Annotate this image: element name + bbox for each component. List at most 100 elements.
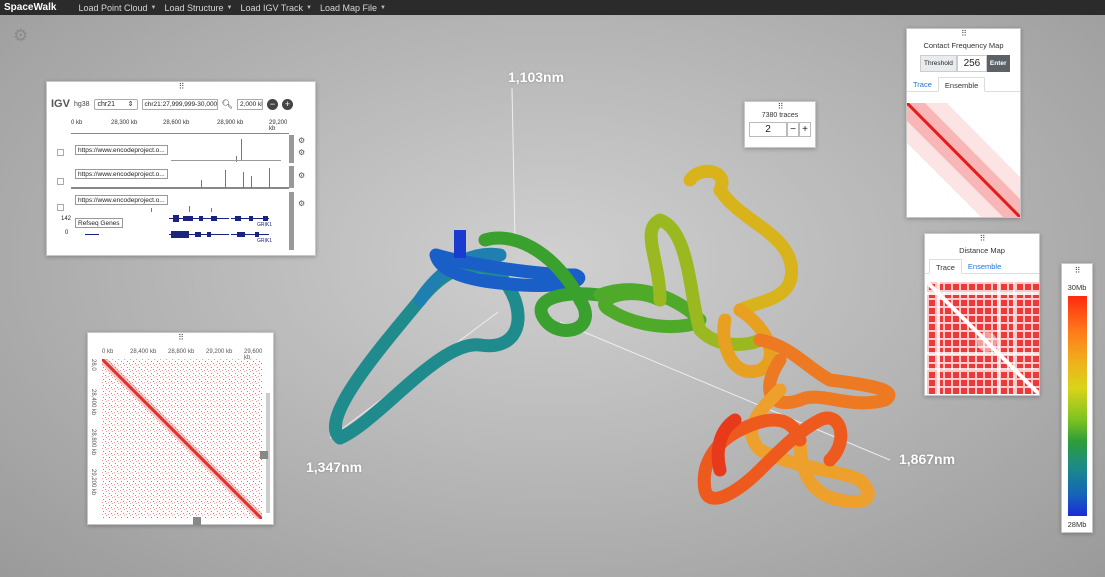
panel-title: Distance Map: [959, 246, 1005, 255]
track-checkbox[interactable]: [57, 204, 64, 211]
resize-handle-icon[interactable]: [193, 517, 201, 525]
color-gradient-bar: [1068, 296, 1087, 516]
enter-button[interactable]: Enter: [986, 55, 1010, 72]
row-number: 142: [61, 216, 72, 222]
distance-heatmap[interactable]: [927, 282, 1039, 394]
ruler-tick: 29,200 kb: [269, 120, 288, 132]
hic-heatmap[interactable]: [102, 359, 262, 519]
plus-circle-icon[interactable]: +: [281, 98, 293, 110]
x-tick: 29,200 kb: [206, 349, 233, 355]
track-scrollbar[interactable]: [289, 166, 294, 188]
scale-max-label: 30Mb: [1067, 283, 1087, 292]
ruler-tick: 0 kb: [71, 120, 83, 126]
menu-load-map-file[interactable]: Load Map File ▼: [320, 3, 386, 13]
track-row: https://www.encodeproject.o... ⚙: [51, 166, 313, 190]
x-tick: 0 kb: [102, 349, 114, 355]
menu-label: Load IGV Track: [240, 2, 303, 13]
track-scrollbar[interactable]: [289, 192, 294, 250]
drag-handle-icon[interactable]: ⠿: [178, 82, 185, 91]
chromosome-select[interactable]: chr21 ⇕: [93, 98, 138, 110]
app-brand: SpaceWalk: [4, 2, 57, 13]
window-width: 2,000 kb: [236, 98, 263, 110]
menu-load-igv-track[interactable]: Load IGV Track ▼: [240, 3, 311, 13]
gene-label: GRIK1: [257, 222, 273, 228]
track-label: https://www.encodeproject.o...: [75, 145, 168, 155]
ruler-tick: 28,600 kb: [163, 120, 190, 126]
igv-tracks: 0 kb 28,300 kb 28,600 kb 28,900 kb 29,20…: [51, 120, 313, 252]
contact-frequency-panel: ⠿ Contact Frequency Map Threshold 256 En…: [906, 28, 1021, 218]
resize-handle-icon[interactable]: [260, 451, 268, 459]
distance-label: 1,347nm: [306, 459, 363, 475]
track-checkbox[interactable]: [57, 149, 64, 156]
tab-trace[interactable]: Trace: [913, 80, 932, 89]
trace-count: 7380 traces: [761, 112, 799, 119]
trace-stepper: 2 − +: [745, 122, 815, 137]
trace-selector-panel: ⠿ 7380 traces 2 − +: [744, 101, 816, 148]
menu-load-structure[interactable]: Load Structure ▼: [164, 3, 232, 13]
distance-map-tabs: Trace Ensemble: [925, 259, 1039, 274]
menu-label: Load Point Cloud: [78, 2, 148, 13]
track-checkbox[interactable]: [57, 178, 64, 185]
tab-trace[interactable]: Trace: [929, 259, 962, 274]
y-tick: 29,200 kb: [90, 469, 96, 496]
track-row: https://www.encodeproject.o... Refseq Ge…: [51, 192, 313, 252]
contact-map-tabs: Trace Ensemble: [907, 77, 1020, 92]
menu-label: Load Map File: [319, 2, 377, 13]
search-icon[interactable]: 🔍︎: [221, 98, 233, 109]
drag-handle-icon[interactable]: ⠿: [777, 102, 784, 111]
navbar: SpaceWalk Load Point Cloud ▼ Load Structu…: [0, 0, 1105, 15]
hic-x-axis: 0 kb 28,400 kb 28,800 kb 29,200 kb 29,60…: [102, 349, 262, 361]
scale-min-label: 28Mb: [1067, 520, 1087, 529]
gear-icon[interactable]: ⚙: [298, 136, 306, 145]
chromosome-value: chr21: [97, 100, 116, 108]
genome-label[interactable]: hg38: [73, 100, 90, 108]
gear-icon[interactable]: ⚙: [13, 26, 29, 45]
trace-index-input[interactable]: 2: [749, 122, 787, 137]
signal-track: [171, 139, 281, 162]
x-tick: 28,800 kb: [168, 349, 195, 355]
igv-panel: ⠿ IGV hg38 chr21 ⇕ chr21:27,999,999-30,00…: [46, 81, 316, 256]
caret-down-icon: ▼: [226, 4, 233, 11]
gear-icon[interactable]: ⚙: [298, 199, 306, 208]
ruler-tick: 28,300 kb: [111, 120, 138, 126]
contact-frequency-heatmap[interactable]: [907, 103, 1020, 217]
axis-line: [511, 87, 516, 241]
select-arrows-icon: ⇕: [127, 100, 134, 108]
track-scrollbar[interactable]: [289, 135, 294, 163]
gene-track: [85, 206, 269, 238]
panel-title: Contact Frequency Map: [923, 41, 1004, 50]
tab-ensemble[interactable]: Ensemble: [937, 77, 986, 92]
y-tick: 28,0: [90, 359, 96, 371]
threshold-row: Threshold 256 Enter: [920, 55, 1020, 72]
trace-decrement-button[interactable]: −: [787, 122, 799, 137]
menu-load-point-cloud[interactable]: Load Point Cloud ▼: [78, 3, 156, 13]
threshold-label: Threshold: [920, 55, 957, 72]
drag-handle-icon[interactable]: ⠿: [979, 234, 986, 243]
trace-increment-button[interactable]: +: [799, 122, 811, 137]
signal-track: [71, 168, 289, 189]
x-tick: 28,400 kb: [130, 349, 157, 355]
hic-scrollbar[interactable]: [266, 393, 270, 513]
drag-handle-icon[interactable]: ⠿: [1074, 266, 1081, 275]
gene-label: GRIK1: [257, 238, 273, 244]
drag-handle-icon[interactable]: ⠿: [961, 29, 967, 38]
ruler-tick: 28,900 kb: [217, 120, 244, 126]
gear-icon[interactable]: ⚙: [298, 171, 306, 180]
x-tick: 29,600 kb: [244, 349, 263, 361]
caret-down-icon: ▼: [379, 4, 386, 11]
track-row: https://www.encodeproject.o... ⚙ ⚙: [51, 134, 313, 164]
menu-label: Load Structure: [164, 2, 224, 13]
color-scale-panel: ⠿ 30Mb 28Mb: [1061, 263, 1093, 533]
threshold-input[interactable]: 256: [956, 55, 987, 72]
y-tick: 28,400 kb: [90, 389, 96, 416]
gear-icon[interactable]: ⚙: [298, 148, 306, 157]
hic-y-axis: 28,0 28,400 kb 28,800 kb 29,200 kb: [90, 359, 100, 519]
tab-ensemble[interactable]: Ensemble: [967, 262, 1002, 271]
drag-handle-icon[interactable]: ⠿: [178, 333, 184, 342]
distance-label: 1,867nm: [899, 451, 956, 467]
chromatin-trace: [329, 164, 896, 509]
minus-circle-icon[interactable]: −: [266, 98, 278, 110]
locus-input[interactable]: chr21:27,999,999-30,000,000: [141, 98, 218, 110]
caret-down-icon: ▼: [150, 4, 157, 11]
